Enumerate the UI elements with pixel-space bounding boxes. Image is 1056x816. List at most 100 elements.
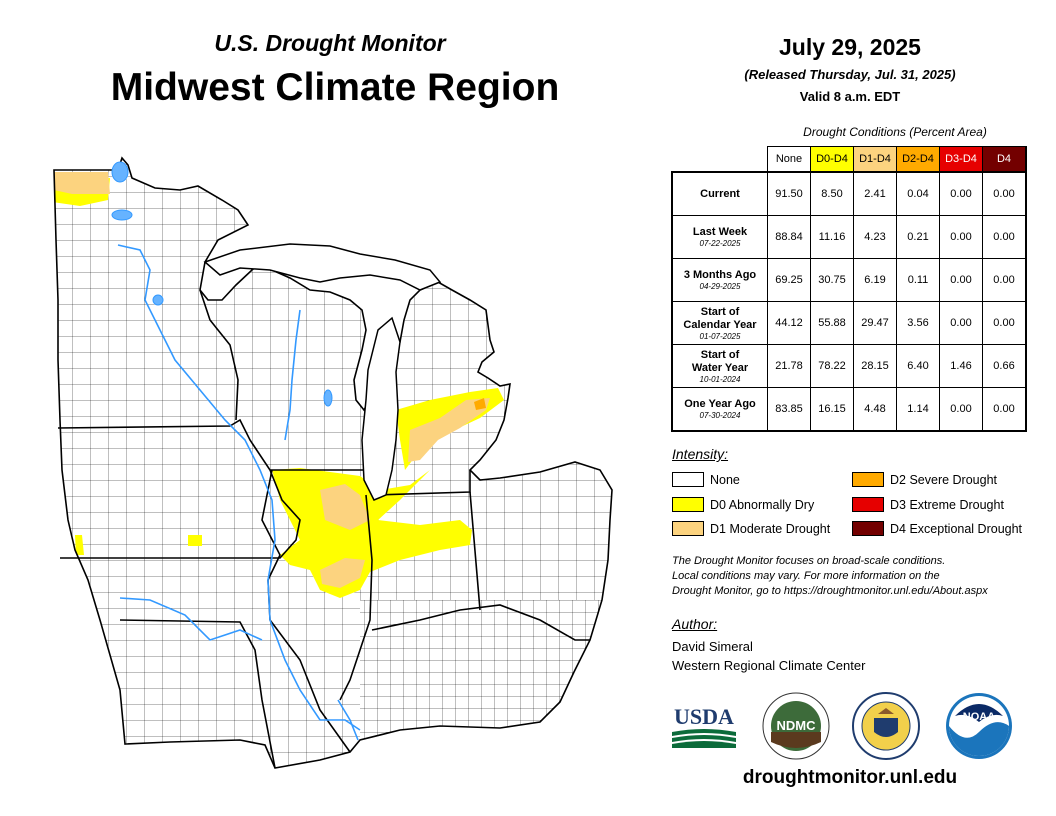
lake-michigan [361,316,401,501]
row-label: 3 Months Ago 04-29-2025 [671,258,768,302]
table-row: One Year Ago 07-30-2024 83.85 16.15 4.48 1.14… [671,387,1027,432]
table-cell: 0.00 [982,215,1027,259]
midwest-drought-map [53,157,613,769]
row-label-text-2: Water Year [691,361,749,374]
commerce-logo [852,692,920,760]
table-cell: 8.50 [810,171,854,216]
row-label: One Year Ago 07-30-2024 [671,387,768,432]
inland-lakes [111,161,333,407]
row-date: 07-30-2024 [699,411,741,420]
legend-label: D4 Exceptional Drought [890,521,1023,536]
table-cell: 0.66 [982,344,1027,388]
table-cell: 21.78 [767,344,811,388]
legend-swatch [852,497,884,512]
legend-item: D0 Abnormally Dry [672,497,814,512]
table-row: 3 Months Ago 04-29-2025 69.25 30.75 6.19 0.11… [671,258,1027,302]
svg-text:USDA: USDA [674,704,734,729]
table-cell: 69.25 [767,258,811,302]
table-row: Current 91.50 8.50 2.41 0.04 0.00 0.00 [671,171,1027,216]
table-cell: 78.22 [810,344,854,388]
author-info: David Simeral Western Regional Climate C… [672,637,865,675]
table-cell: 0.00 [939,258,983,302]
row-label: Start of Water Year 10-01-2024 [671,344,768,388]
table-cell: 30.75 [810,258,854,302]
footer-url[interactable]: droughtmonitor.unl.edu [742,767,958,788]
lake-superior [203,243,442,291]
table-cell: 6.19 [853,258,897,302]
row-label-text: Last Week [692,226,748,238]
map-date: July 29, 2025 [779,34,921,60]
table-cell: 16.15 [810,387,854,432]
legend-label: D1 Moderate Drought [710,521,831,536]
d1-moderate-drought-areas [54,172,490,588]
author-heading: Author: [672,616,718,632]
ndmc-logo: NDMC [762,692,830,760]
note-line-2: Local conditions may vary. For more info… [672,570,940,582]
table-cell: 88.84 [767,215,811,259]
legend-item: D3 Extreme Drought [852,497,1004,512]
table-cell: 0.00 [982,258,1027,302]
row-date: 07-22-2025 [699,239,741,248]
row-date: 04-29-2025 [699,282,741,291]
table-cell: 1.14 [896,387,940,432]
legend-swatch [852,472,884,487]
row-date: 01-07-2025 [699,331,741,341]
note-line-1: The Drought Monitor focuses on broad-sca… [672,555,946,567]
table-cell: 0.00 [939,215,983,259]
table-cell: 3.56 [896,301,940,345]
col-header-none: None [767,146,811,173]
table-cell: 0.11 [896,258,940,302]
table-cell: 6.40 [896,344,940,388]
table-cell: 29.47 [853,301,897,345]
legend-swatch [672,472,704,487]
d2-severe-drought-areas [474,398,486,410]
table-cell: 44.12 [767,301,811,345]
table-row: Start of Water Year 10-01-2024 21.78 78.22 28… [671,344,1027,388]
table-row: Last Week 07-22-2025 88.84 11.16 4.23 0.21 0.0… [671,215,1027,259]
table-cell: 0.00 [982,387,1027,432]
row-label-text: One Year Ago [684,398,756,410]
legend-label: None [710,472,740,487]
table-caption: Drought Conditions (Percent Area) [803,125,987,139]
table-row: Start of Calendar Year 01-07-2025 44.12 55.8… [671,301,1027,345]
row-date: 10-01-2024 [699,374,741,384]
legend-swatch [672,497,704,512]
table-cell: 4.23 [853,215,897,259]
map-title: Midwest Climate Region [110,66,560,109]
table-cell: 0.00 [939,301,983,345]
drought-conditions-table: None D0-D4 D1-D4 D2-D4 D3-D4 D4 Current 9… [671,146,1027,432]
row-label: Last Week 07-22-2025 [671,215,768,259]
table-cell: 28.15 [853,344,897,388]
release-date: (Released Thursday, Jul. 31, 2025) [744,67,956,82]
table-cell: 0.00 [982,301,1027,345]
noaa-logo: NOAA [946,693,1012,759]
table-cell: 0.04 [896,171,940,216]
row-label-text: 3 Months Ago [683,269,757,281]
legend-swatch [852,521,884,536]
table-cell: 4.48 [853,387,897,432]
legend-item: D2 Severe Drought [852,472,997,487]
table-cell: 55.88 [810,301,854,345]
svg-text:NDMC: NDMC [777,718,817,733]
author-org: Western Regional Climate Center [672,658,866,673]
legend-item: None [672,472,740,487]
col-header-d4: D4 [982,146,1027,173]
author-name: David Simeral [672,639,753,654]
col-header-d3-d4: D3-D4 [939,146,983,173]
svg-text:NOAA: NOAA [963,711,995,723]
col-header-d2-d4: D2-D4 [896,146,940,173]
map-subtitle: U.S. Drought Monitor [214,30,446,56]
rivers [117,244,361,741]
table-cell: 1.46 [939,344,983,388]
row-label: Current [671,171,768,216]
great-lakes [203,243,442,501]
table-cell: 0.21 [896,215,940,259]
table-cell: 0.00 [982,171,1027,216]
legend-label: D2 Severe Drought [890,472,998,487]
row-label-text: Start of [700,305,740,318]
legend-label: D0 Abnormally Dry [710,497,815,512]
col-header-d0-d4: D0-D4 [810,146,854,173]
valid-time: Valid 8 a.m. EDT [799,89,901,104]
table-cell: 83.85 [767,387,811,432]
col-header-d1-d4: D1-D4 [853,146,897,173]
